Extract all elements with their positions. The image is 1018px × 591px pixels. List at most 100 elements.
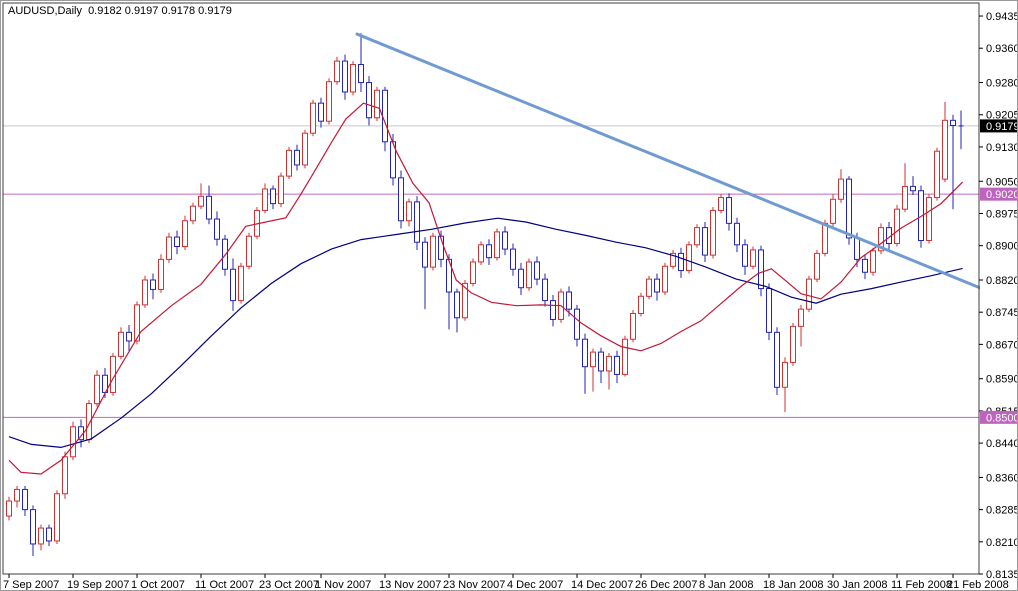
candle-body [606, 355, 612, 372]
candle-body [750, 249, 756, 267]
candle-body [286, 149, 292, 177]
candle-body [574, 308, 580, 340]
candle-body [486, 244, 492, 259]
candle-body [118, 331, 124, 357]
candle-body [838, 178, 844, 200]
time-axis-label: 1 Nov 2007 [315, 579, 371, 591]
candle-body [950, 119, 956, 126]
candle-body [342, 60, 348, 93]
candle-body [54, 493, 60, 542]
time-axis-label: 13 Nov 2007 [379, 579, 441, 591]
candle-body [206, 195, 212, 220]
candle-body [230, 268, 236, 302]
candle-body [462, 282, 468, 319]
candle-body [846, 178, 852, 239]
candle-body [294, 149, 300, 166]
time-axis-label: 11 Oct 2007 [195, 579, 254, 591]
candle-body [598, 351, 604, 372]
current-price-tag-text: 0.9179 [986, 121, 1018, 133]
price-axis-label: 0.8360 [986, 472, 1018, 484]
candle-body [62, 456, 68, 495]
candle-body [894, 208, 900, 245]
candle-body [614, 355, 620, 375]
candle-body [822, 222, 828, 254]
candle-body [22, 488, 28, 511]
candle-body [502, 231, 508, 250]
price-axis-label: 0.8440 [986, 438, 1018, 450]
candle-body [302, 132, 308, 166]
candle-body [510, 248, 516, 270]
time-axis-label: 23 Oct 2007 [259, 579, 319, 591]
candle-body [14, 488, 20, 502]
candle-body [790, 325, 796, 363]
candle-body [182, 220, 188, 248]
time-axis-label: 4 Dec 2007 [507, 579, 563, 591]
candle-body [734, 222, 740, 246]
fast-moving-average-line [8, 102, 964, 475]
candle-body [94, 374, 100, 405]
symbol-quote-title: AUDUSD,Daily 0.9182 0.9197 0.9178 0.9179 [8, 5, 232, 17]
candle-body [774, 331, 780, 388]
candle-body [806, 278, 812, 310]
price-axis-label: 0.9360 [986, 43, 1018, 55]
candle-body [158, 258, 164, 290]
candle-body [262, 188, 268, 211]
candle-body [438, 235, 444, 260]
candle-body [126, 331, 132, 342]
price-axis-label: 0.9435 [986, 11, 1018, 23]
candle-body [246, 235, 252, 267]
candle-body [494, 231, 500, 259]
candle-body [582, 338, 588, 368]
candle-body [166, 236, 172, 260]
candle-body [270, 188, 276, 205]
candle-body [694, 227, 700, 246]
candle-body [198, 195, 204, 207]
price-axis-label: 0.8670 [986, 339, 1018, 351]
candle-body [350, 64, 356, 93]
candle-body [854, 237, 860, 260]
candle-body [926, 197, 932, 242]
current-price-tag-box [980, 119, 1017, 133]
price-axis-label: 0.8210 [986, 537, 1018, 549]
price-axis-label: 0.8285 [986, 505, 1018, 517]
candle-body [742, 244, 748, 267]
candle-body [622, 338, 628, 375]
level-price-tag-text: 0.8500 [986, 412, 1018, 424]
price-scale-background [980, 1, 1017, 590]
level-price-tag-box [980, 410, 1017, 424]
candle-body [918, 190, 924, 242]
candle-body [238, 265, 244, 302]
candle-body [910, 185, 916, 192]
candle-body [782, 361, 788, 388]
candle-body [430, 235, 436, 268]
descending-trendline[interactable] [355, 32, 987, 292]
candle-body [174, 236, 180, 248]
candle-body [134, 304, 140, 342]
candle-body [478, 244, 484, 263]
candle-body [318, 102, 324, 122]
candle-body [542, 278, 548, 302]
price-axis-label: 0.9280 [986, 78, 1018, 90]
candle-body [686, 244, 692, 272]
candle-body [358, 64, 364, 84]
candle-body [422, 241, 428, 268]
candle-body [150, 279, 156, 290]
candle-body [38, 527, 44, 545]
candle-body [870, 250, 876, 273]
candle-body [414, 201, 420, 243]
candle-body [398, 177, 404, 222]
candle-body [326, 81, 332, 122]
time-axis-label: 21 Feb 2008 [947, 579, 1009, 591]
chart-plot-area[interactable] [3, 3, 979, 574]
price-axis-label: 0.8820 [986, 275, 1018, 287]
level-price-tag-text: 0.9020 [986, 189, 1018, 201]
price-axis-label: 0.8590 [986, 374, 1018, 386]
candle-body [798, 308, 804, 327]
candle-body [142, 279, 148, 306]
candle-body [454, 291, 460, 319]
price-axis-label: 0.9130 [986, 142, 1018, 154]
time-axis-label: 14 Dec 2007 [571, 579, 633, 591]
level-price-tag-box [980, 187, 1017, 201]
candle-body [518, 268, 524, 289]
